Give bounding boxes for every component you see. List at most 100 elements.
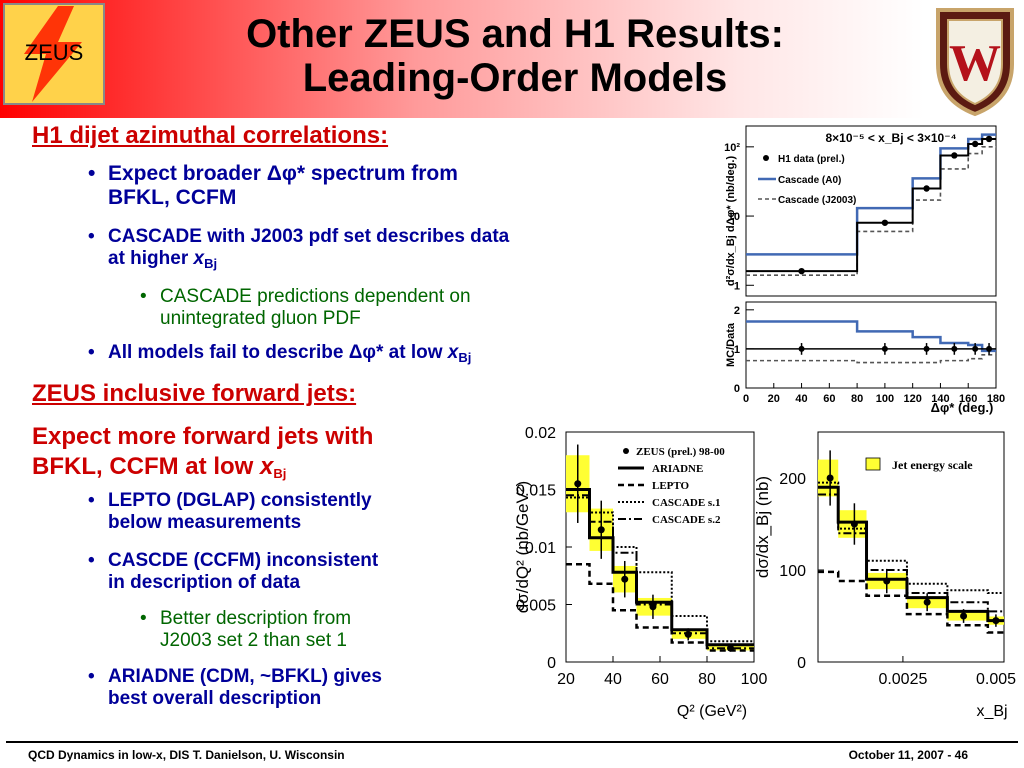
h1-ratio-frame	[745, 301, 997, 389]
h1-ratio-xlabel: Δφ* (deg.)	[931, 400, 994, 415]
h1-top-ytick-label: 10²	[724, 142, 740, 154]
seal-letter: W	[949, 35, 1001, 92]
footer-right: October 11, 2007 - 46	[848, 748, 968, 762]
zeus-q2-ytick-label: 0	[547, 655, 556, 672]
x-var: x	[193, 248, 205, 269]
h1-b3-mid: at low	[383, 342, 448, 363]
legend-cascade-a0-label: Cascade (A0)	[778, 175, 841, 186]
h1-top-ytick-label: 10	[728, 211, 740, 223]
zeus-bullet-1: • LEPTO (DGLAP) consistently below measu…	[88, 490, 372, 534]
legend-h1-data-label: H1 data (prel.)	[778, 154, 845, 165]
h1-data-point	[923, 185, 930, 192]
bullet-dot: •	[88, 342, 95, 363]
title-line-2: Leading-Order Models	[302, 56, 728, 100]
delta-phi-symbol: Δφ*	[266, 162, 306, 185]
h1-top-ytick-label: 1	[734, 280, 740, 292]
zeus-xbj-ytick-label: 200	[779, 471, 806, 488]
h1-bullet-2: • CASCADE with J2003 pdf set describes d…	[88, 226, 510, 275]
h1-ratio-xtick-label: 140	[931, 393, 949, 405]
h1-heading: H1 dijet azimuthal correlations:	[32, 122, 389, 149]
h1-b2-line2: at higher	[108, 248, 194, 269]
h1-ratio-xtick-label: 120	[903, 393, 921, 405]
h1-ratio-xtick-label: 160	[959, 393, 977, 405]
zeus-q2-xtick-label: 40	[604, 671, 622, 688]
h1-ratio-xtick-label: 80	[851, 393, 863, 405]
ratio-data-point	[798, 345, 805, 352]
ratio-cascade-j2003-line	[746, 353, 996, 364]
zeus-q2-jes-band	[707, 645, 754, 651]
zeus-q2-legend-label: ZEUS (prel.) 98-00	[636, 446, 725, 458]
zeus-xbj-jes-band	[866, 572, 907, 590]
footer-divider	[6, 741, 1018, 743]
z-b3-line2: best overall description	[108, 688, 322, 709]
zeus-q2-cascade-s2-line	[566, 494, 754, 650]
zeus-bullet-3: • ARIADNE (CDM, ~BFKL) gives best overal…	[88, 666, 382, 710]
ratio-data-point	[881, 345, 888, 352]
x-var: x	[447, 342, 459, 363]
z-sub1-line1: Better description from	[160, 608, 352, 629]
bullet-dot: •	[88, 162, 96, 185]
zeus-xbj-cascade-s1-line	[818, 481, 1004, 594]
zeus-xbj-data-point	[992, 617, 1000, 625]
zeus-xbj-jes-band	[987, 616, 1004, 625]
h1-b2-line1: CASCADE with J2003 pdf set describes dat…	[108, 226, 510, 247]
h1-sub1-line2: unintegrated gluon PDF	[160, 308, 361, 329]
bullet-dot: •	[88, 490, 95, 511]
legend-cascade-j2003-label: Cascade (J2003)	[778, 195, 856, 206]
h1-b1-text: Expect broader	[108, 162, 267, 185]
zeus-q2-ytick-label: 0.015	[516, 483, 556, 500]
zeus-xbj-jes-band	[947, 611, 988, 621]
zeus-expectation: Expect more forward jets with BFKL, CCFM…	[32, 422, 373, 489]
h1-ratio-ytick-label: 0	[734, 383, 740, 395]
h1-bullet-1: • Expect broader Δφ* spectrum from BFKL,…	[88, 162, 458, 210]
zeus-q2-lepto-line	[566, 563, 754, 652]
h1-ratio-xtick-label: 20	[768, 393, 780, 405]
h1-top-frame	[745, 125, 997, 297]
zeus-q2-legend-label: LEPTO	[652, 480, 690, 492]
zeus-xbj-data-point	[960, 612, 968, 620]
zeus-q2-ytick-label: 0.005	[516, 598, 556, 615]
zeus-bullet-2: • CASCDE (CCFM) inconsistent in descript…	[88, 550, 379, 594]
zeus-q2-jes-band	[589, 508, 613, 551]
h1-data-point	[951, 152, 958, 159]
z-b2-line2: in description of data	[108, 572, 301, 593]
zeus-q2-jes-band	[636, 597, 672, 616]
zeus-q2-legend-label: CASCADE s.2	[652, 514, 721, 526]
zeus-xbj-xlabel: x_Bj	[976, 703, 1007, 720]
zeus-xbj-lepto-line	[818, 570, 1004, 634]
h1-b3-text: All models fail to describe	[108, 342, 349, 363]
zeus-xbj-ytick-label: 0	[797, 655, 806, 672]
zeus-q2-jes-band	[566, 455, 590, 513]
zeus-q2-xlabel: Q² (GeV²)	[677, 703, 747, 720]
zeus-xbj-jes-band	[906, 596, 948, 609]
h1-ratio-ytick-label: 1	[734, 344, 740, 356]
zeus-xbj-xtick-label: 0.005	[976, 671, 1016, 688]
zeus-xbj-data-point	[850, 520, 858, 528]
zeus-xbj-cascade-s2-line	[818, 493, 1004, 613]
h1-sub-bullet-1: • CASCADE predictions dependent on unint…	[140, 286, 471, 330]
bullet-dot: •	[88, 550, 95, 571]
h1-bullet-3: • All models fail to describe Δφ* at low…	[88, 342, 471, 369]
h1-data-point	[971, 140, 979, 148]
zeus-xbj-frame	[817, 431, 1005, 663]
h1-sub1-line1: CASCADE predictions dependent on	[160, 286, 471, 307]
h1-data-point	[881, 219, 889, 226]
zeus-q2-ylabel: dσ/dQ² (nb/GeV²)	[513, 481, 532, 613]
zeus-q2-data-point	[649, 603, 657, 611]
h1-ratio-xtick-label: 60	[823, 393, 835, 405]
zeus-q2-jes-band	[671, 629, 707, 639]
ratio-data-point	[951, 345, 958, 352]
h1-ratio-ytick-label: 2	[734, 305, 740, 317]
zeus-q2-frame	[565, 431, 755, 663]
legend-jes-label: Jet energy scale	[892, 458, 973, 472]
zeus-q2-xtick-label: 20	[557, 671, 575, 688]
z-b2-line1: CASCDE (CCFM) inconsistent	[108, 550, 379, 571]
h1-ratio-xtick-label: 180	[987, 393, 1005, 405]
bj-subscript: Bj	[204, 256, 218, 271]
h1-ratio-xtick-label: 100	[876, 393, 894, 405]
bullet-dot: •	[140, 286, 147, 307]
h1-data-point	[798, 267, 805, 275]
zeus-xbj-data-point	[826, 474, 834, 482]
bullet-dot: •	[88, 226, 95, 247]
zeus-q2-data-point	[727, 644, 734, 652]
